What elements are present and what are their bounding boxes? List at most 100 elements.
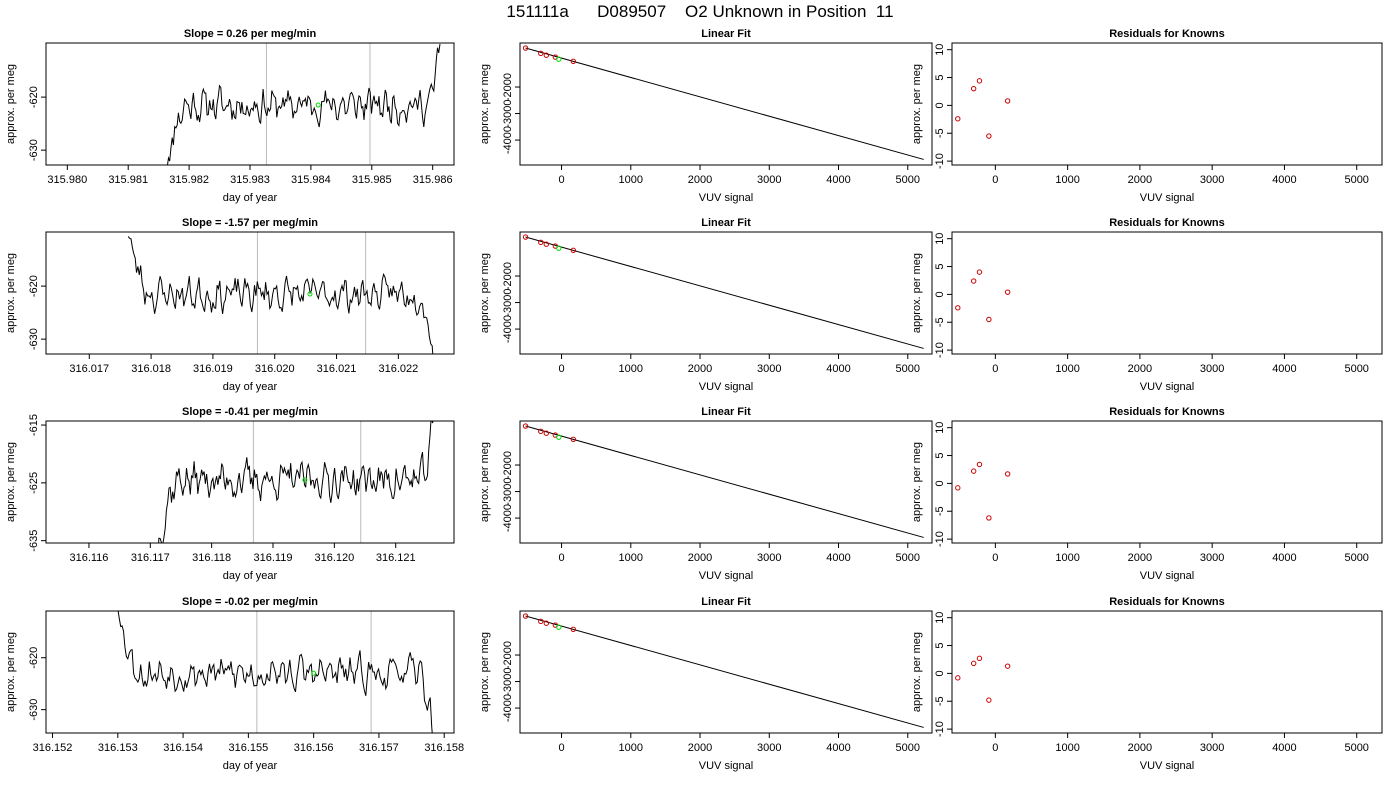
y-tick-label: -2000 [502,451,514,479]
x-axis-label: day of year [223,381,278,393]
data-point [543,52,550,58]
x-tick-label: 316.017 [69,363,109,375]
y-tick-label: -10 [934,531,946,547]
data-point [1004,663,1011,669]
x-tick-label: 3000 [757,174,781,186]
data-point [986,133,992,139]
x-axis-label: VUV signal [699,381,753,393]
y-axis-label: approx. per meg [5,632,17,712]
series-line [158,421,434,543]
data-point [976,78,983,84]
x-tick-label: 0 [558,363,564,375]
y-tick-label: -3000 [502,288,514,316]
x-tick-label: 3000 [757,363,781,375]
x-tick-label: 316.120 [314,552,354,564]
y-axis-label: approx. per meg [479,632,491,712]
panel-title: Slope = -1.57 per meg/min [182,217,318,229]
y-tick-label: -615 [28,414,40,436]
plot-frame [519,42,933,166]
x-tick-label: 3000 [1200,174,1224,186]
x-tick-label: 316.118 [192,552,231,564]
panel-title: Slope = -0.41 per meg/min [182,406,318,418]
plot-frame [519,610,933,734]
x-tick-label: 316.153 [98,742,138,754]
x-tick-label: 315.981 [108,174,148,186]
y-tick-label: -630 [28,328,40,350]
x-tick-label: 5000 [896,742,920,754]
y-axis-label: approx. per meg [5,253,17,333]
plot-frame [45,420,455,544]
x-tick-label: 4000 [826,174,850,186]
fit-line [525,425,924,538]
x-tick-label: 316.155 [228,742,268,754]
x-tick-label: 2000 [1128,742,1152,754]
x-tick-label: 5000 [1344,174,1368,186]
x-tick-label: 316.152 [33,742,73,754]
y-tick-label: -10 [934,342,946,358]
data-point [543,241,550,247]
y-axis-label: approx. per meg [911,442,923,522]
data-point [522,234,529,240]
data-point [1004,98,1011,104]
y-tick-label: -2000 [502,641,514,669]
panel-title: Residuals for Knowns [1109,28,1225,40]
x-tick-label: 2000 [688,742,712,754]
y-tick-label: -4000 [502,504,514,532]
y-tick-label: 5 [934,452,946,458]
panel-0-2: Residuals for Knowns 0 1000 2000 3000 4000 500… [911,28,1383,204]
data-point [538,50,544,57]
y-tick-label: 0 [934,480,946,486]
y-tick-label: -4000 [502,694,514,722]
unknown-point [556,245,562,251]
x-tick-label: 2000 [688,552,712,564]
data-point [955,305,961,311]
data-point [970,660,977,667]
x-tick-label: 3000 [1200,742,1224,754]
y-tick-label: -5 [934,506,946,516]
plot-frame [45,610,455,734]
y-axis-label: approx. per meg [911,632,923,712]
panel-title: Linear Fit [701,596,751,608]
x-tick-label: 5000 [1344,742,1368,754]
x-tick-label: 5000 [1344,552,1368,564]
y-tick-label: -4000 [502,315,514,343]
x-tick-label: 4000 [826,552,850,564]
x-tick-label: 316.119 [254,552,293,564]
panel-3-0: Slope = -0.02 per meg/min 316.152 316.153 3… [5,596,464,772]
y-tick-label: -5 [934,317,946,327]
y-tick-label: 0 [934,102,946,108]
x-tick-label: 1000 [619,552,643,564]
x-tick-label: 2000 [1128,552,1152,564]
plot-frame [519,420,933,544]
x-tick-label: 4000 [1272,742,1296,754]
data-point [976,269,983,275]
plot-area [955,78,1011,139]
panel-2-0: Slope = -0.41 per meg/min 316.116 316.117 3… [5,406,455,582]
y-axis-label: approx. per meg [479,253,491,333]
data-point [970,468,977,474]
y-tick-label: -3000 [502,667,514,695]
x-axis-label: VUV signal [1140,381,1194,393]
mean-marker [311,670,317,676]
panel-2-1: Linear Fit 0 1000 2000 3000 4000 5000 -2000-300… [479,406,933,582]
data-point [538,618,544,625]
data-point [570,247,577,254]
x-axis-label: VUV signal [1140,192,1194,204]
unknown-point [556,434,562,440]
panel-title: Linear Fit [701,28,751,40]
data-point [570,626,577,632]
fit-line [525,615,924,728]
y-axis-label: approx. per meg [479,64,491,144]
panel-title: Residuals for Knowns [1109,596,1225,608]
y-axis-label: approx. per meg [911,253,923,333]
data-point [543,620,550,626]
x-tick-label: 0 [558,552,564,564]
x-tick-label: 1000 [619,363,643,375]
x-tick-label: 1000 [1055,742,1079,754]
x-tick-label: 3000 [1200,552,1224,564]
y-tick-label: -10 [934,153,946,169]
x-tick-label: 5000 [896,363,920,375]
series-line [117,611,433,733]
x-tick-label: 316.019 [193,363,233,375]
data-point [522,423,529,429]
